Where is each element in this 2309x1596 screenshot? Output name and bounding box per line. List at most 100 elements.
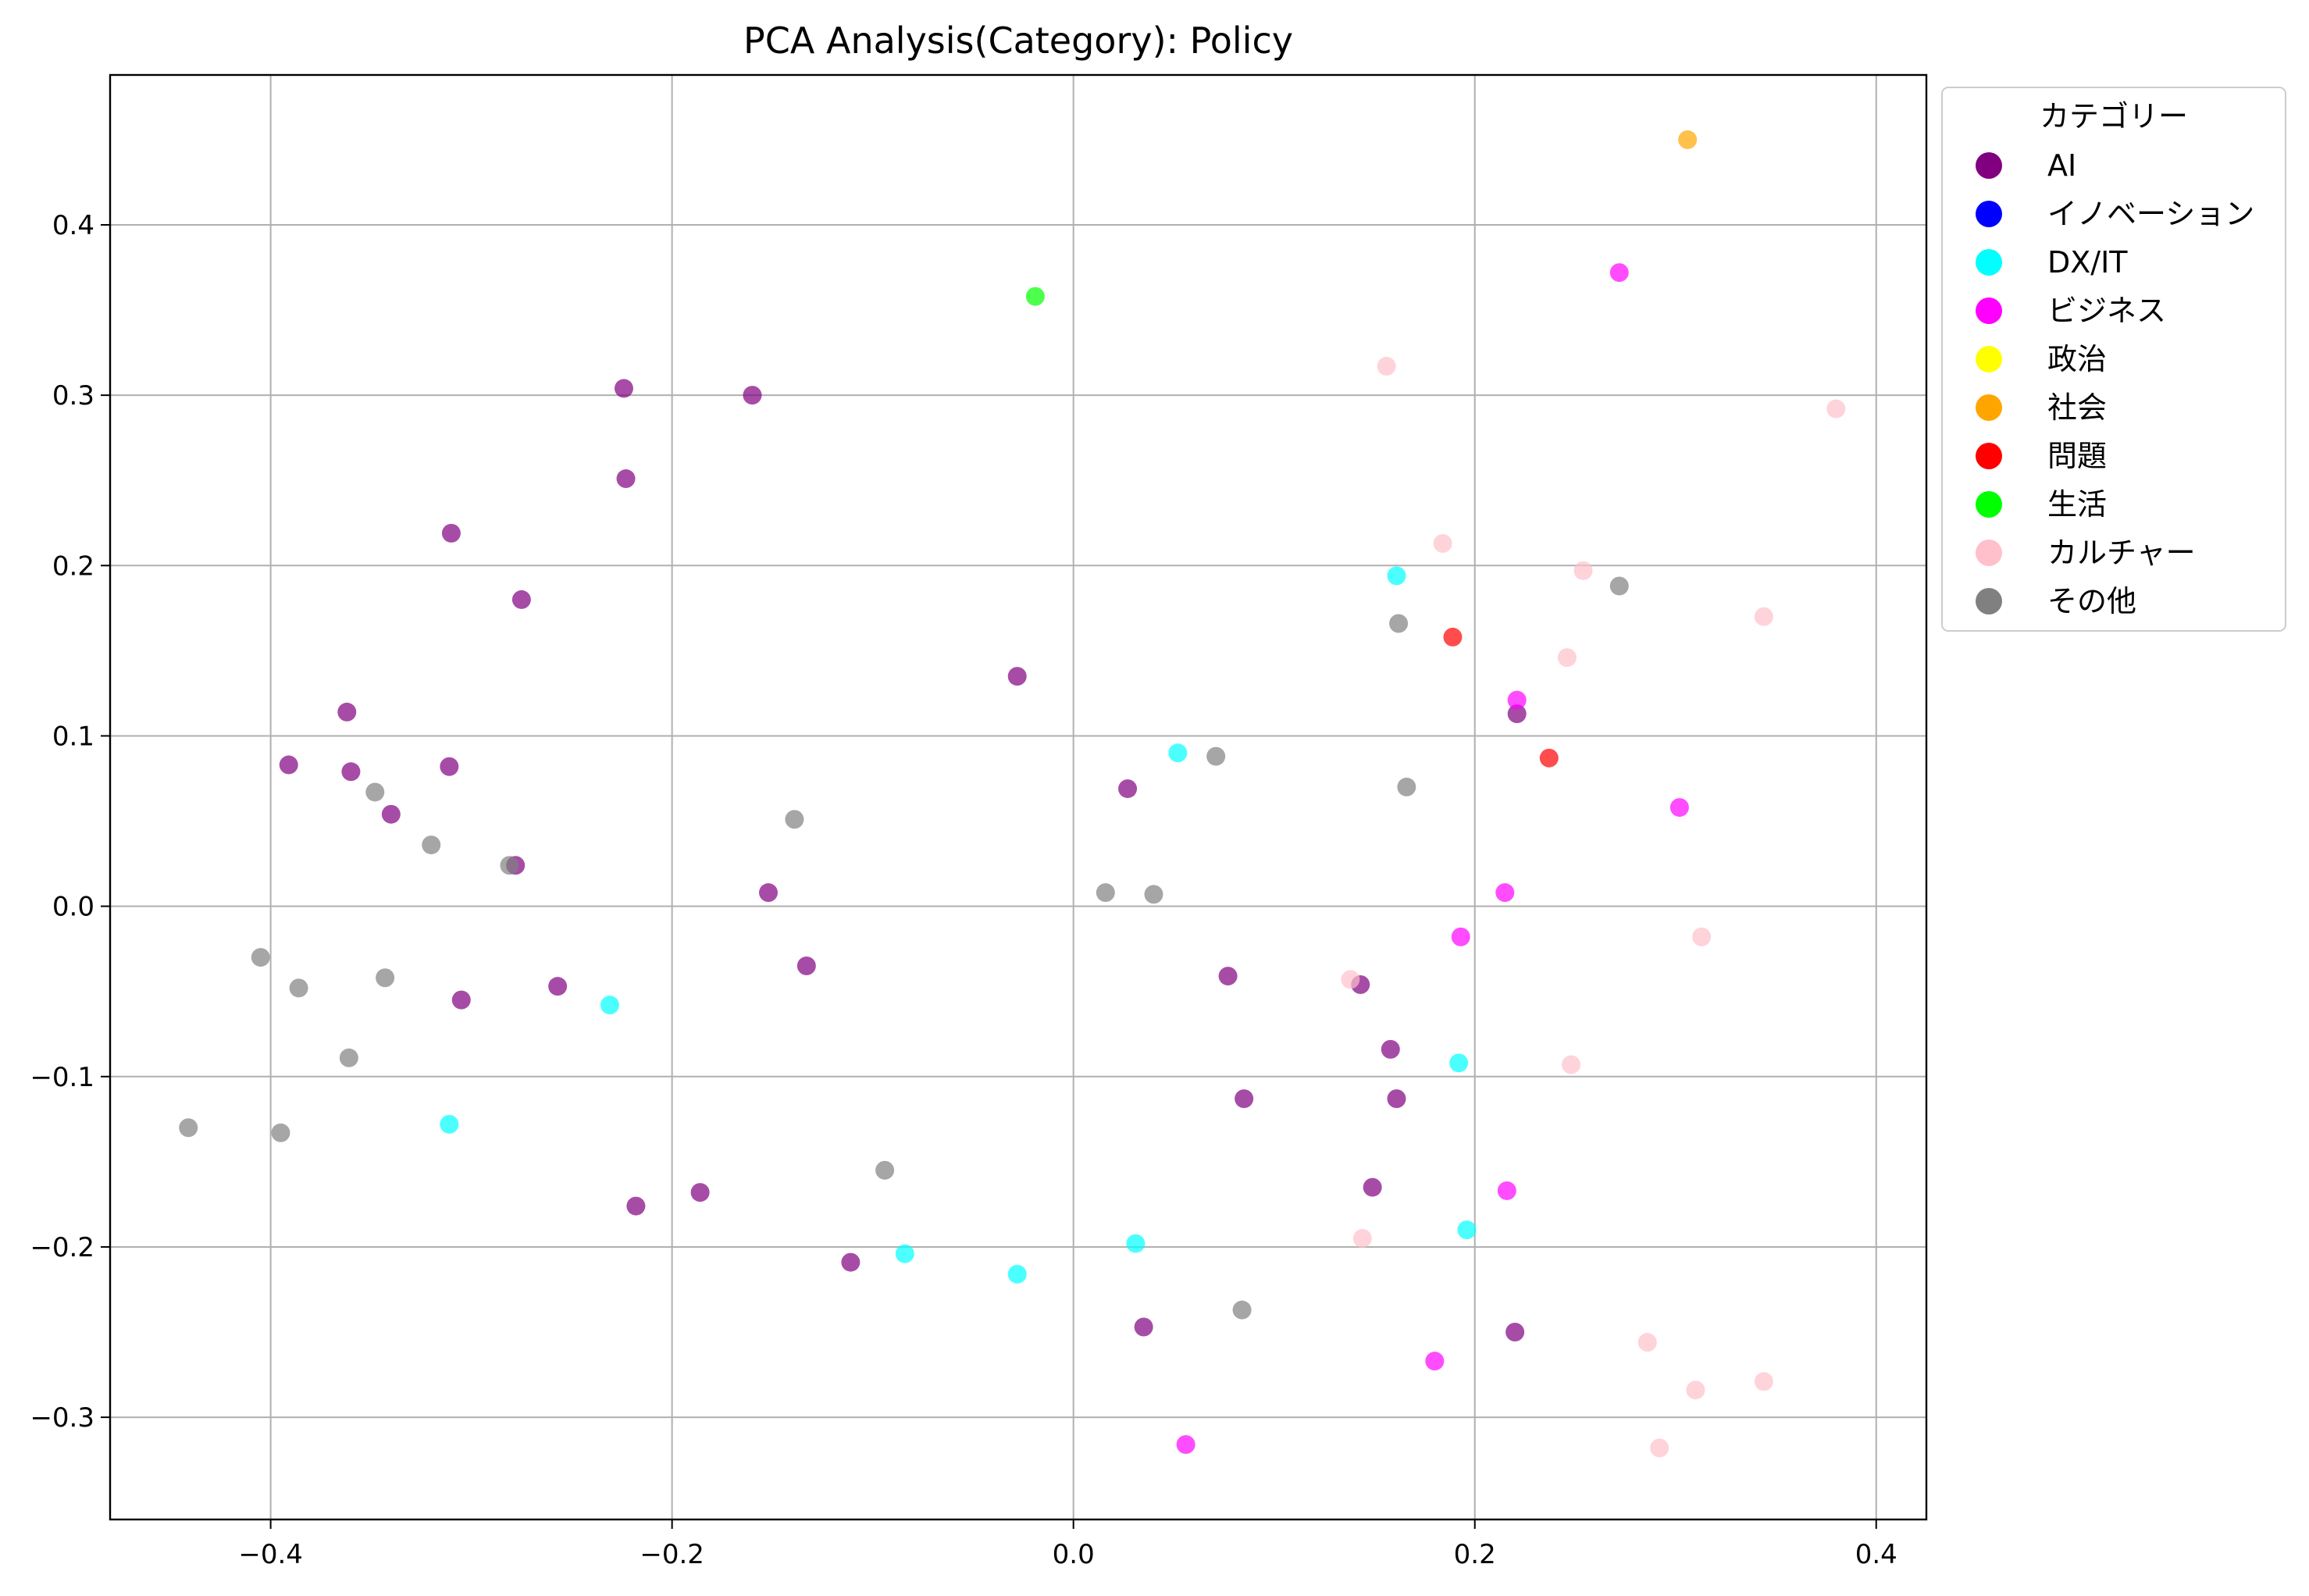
data-point — [1377, 357, 1396, 376]
legend-frame — [1941, 87, 2286, 632]
legend-marker — [1976, 394, 2002, 421]
data-point — [1235, 1089, 1254, 1109]
data-point — [440, 757, 459, 776]
data-point — [1389, 614, 1409, 633]
data-point — [1381, 1039, 1400, 1059]
data-point — [1387, 566, 1406, 586]
legend-label: その他 — [2047, 584, 2136, 618]
data-point — [743, 386, 762, 405]
data-point — [251, 948, 270, 967]
legend-marker — [1976, 152, 2002, 179]
data-point — [289, 978, 308, 998]
legend-marker — [1976, 346, 2002, 372]
data-point — [796, 956, 816, 975]
data-point — [841, 1252, 861, 1272]
y-tick-label: 0.2 — [52, 550, 94, 582]
data-point — [337, 702, 357, 721]
y-tick-label: −0.2 — [30, 1232, 94, 1263]
data-point — [1507, 704, 1527, 724]
plot-frame — [109, 73, 1928, 1521]
data-point — [1497, 1181, 1516, 1200]
y-tick-label: −0.1 — [30, 1062, 94, 1093]
x-tick-label: 0.0 — [1053, 1539, 1095, 1570]
data-point — [381, 804, 401, 824]
data-point — [1573, 561, 1593, 580]
data-point — [1144, 885, 1163, 904]
points-layer — [179, 130, 1846, 1458]
data-point — [1007, 667, 1027, 686]
data-point — [1457, 1220, 1477, 1240]
data-point — [271, 1123, 290, 1142]
x-tick-label: −0.2 — [640, 1539, 704, 1570]
data-point — [1505, 1323, 1525, 1342]
data-point — [341, 762, 361, 782]
data-point — [1539, 748, 1559, 768]
data-point — [1686, 1380, 1705, 1400]
legend-title: カテゴリー — [2040, 99, 2188, 134]
data-point — [1637, 1333, 1657, 1352]
data-point — [1363, 1177, 1382, 1197]
data-point — [1387, 1089, 1406, 1109]
data-point — [376, 968, 395, 988]
legend-marker — [1976, 588, 2002, 615]
data-point — [1341, 970, 1360, 989]
ticks-layer: −0.4 −0.2 0.0 0.2 0.4 −0.3 −0.2 −0.1 0.0 0.1 0.2 0.… — [30, 210, 1897, 1570]
data-point — [179, 1118, 198, 1138]
legend-marker — [1976, 540, 2002, 566]
data-point — [785, 810, 804, 829]
data-point — [451, 990, 471, 1010]
data-point — [365, 782, 385, 802]
data-point — [1669, 798, 1689, 818]
y-tick-label: 0.1 — [52, 721, 94, 752]
data-point — [1168, 743, 1188, 763]
legend-label: 政治 — [2047, 342, 2107, 376]
legend-label: DX/IT — [2047, 245, 2128, 280]
data-point — [875, 1160, 895, 1180]
chart-title: PCA Analysis(Category): Policy — [743, 20, 1293, 62]
legend-label: ビジネス — [2047, 294, 2166, 328]
data-point — [1826, 399, 1846, 419]
x-tick-label: −0.4 — [238, 1539, 303, 1570]
data-point — [1425, 1352, 1445, 1371]
y-tick-label: −0.3 — [30, 1402, 94, 1434]
data-point — [1397, 777, 1416, 796]
data-point — [1692, 927, 1712, 946]
data-point — [626, 1196, 646, 1216]
data-point — [511, 590, 531, 609]
data-point — [441, 523, 461, 543]
data-point — [690, 1183, 710, 1202]
legend-label: 生活 — [2047, 487, 2107, 522]
legend-marker — [1976, 491, 2002, 518]
data-point — [1609, 576, 1629, 596]
data-point — [1443, 627, 1463, 647]
legend-marker — [1976, 201, 2002, 227]
data-point — [1495, 883, 1515, 903]
x-tick-label: 0.4 — [1855, 1539, 1897, 1570]
data-point — [1176, 1435, 1195, 1455]
legend-label: 社会 — [2047, 390, 2107, 425]
data-point — [759, 883, 779, 903]
data-point — [895, 1244, 914, 1263]
legend-label: カルチャー — [2047, 536, 2196, 570]
data-point — [1451, 927, 1470, 946]
x-tick-label: 0.2 — [1454, 1539, 1496, 1570]
legend-label: AI — [2047, 148, 2076, 183]
data-point — [440, 1114, 459, 1134]
y-tick-label: 0.0 — [52, 892, 94, 923]
data-point — [1232, 1300, 1252, 1320]
data-point — [1562, 1055, 1581, 1074]
legend-label: イノベーション — [2047, 197, 2254, 231]
legend-marker — [1976, 297, 2002, 324]
data-point — [1754, 1372, 1773, 1391]
y-tick-label: 0.4 — [52, 210, 94, 241]
data-point — [339, 1048, 358, 1067]
legend-marker — [1976, 443, 2002, 469]
legend-marker — [1976, 249, 2002, 276]
data-point — [1218, 967, 1238, 986]
data-point — [1507, 690, 1527, 710]
data-point — [1126, 1234, 1146, 1253]
legend-label: 問題 — [2047, 439, 2107, 473]
